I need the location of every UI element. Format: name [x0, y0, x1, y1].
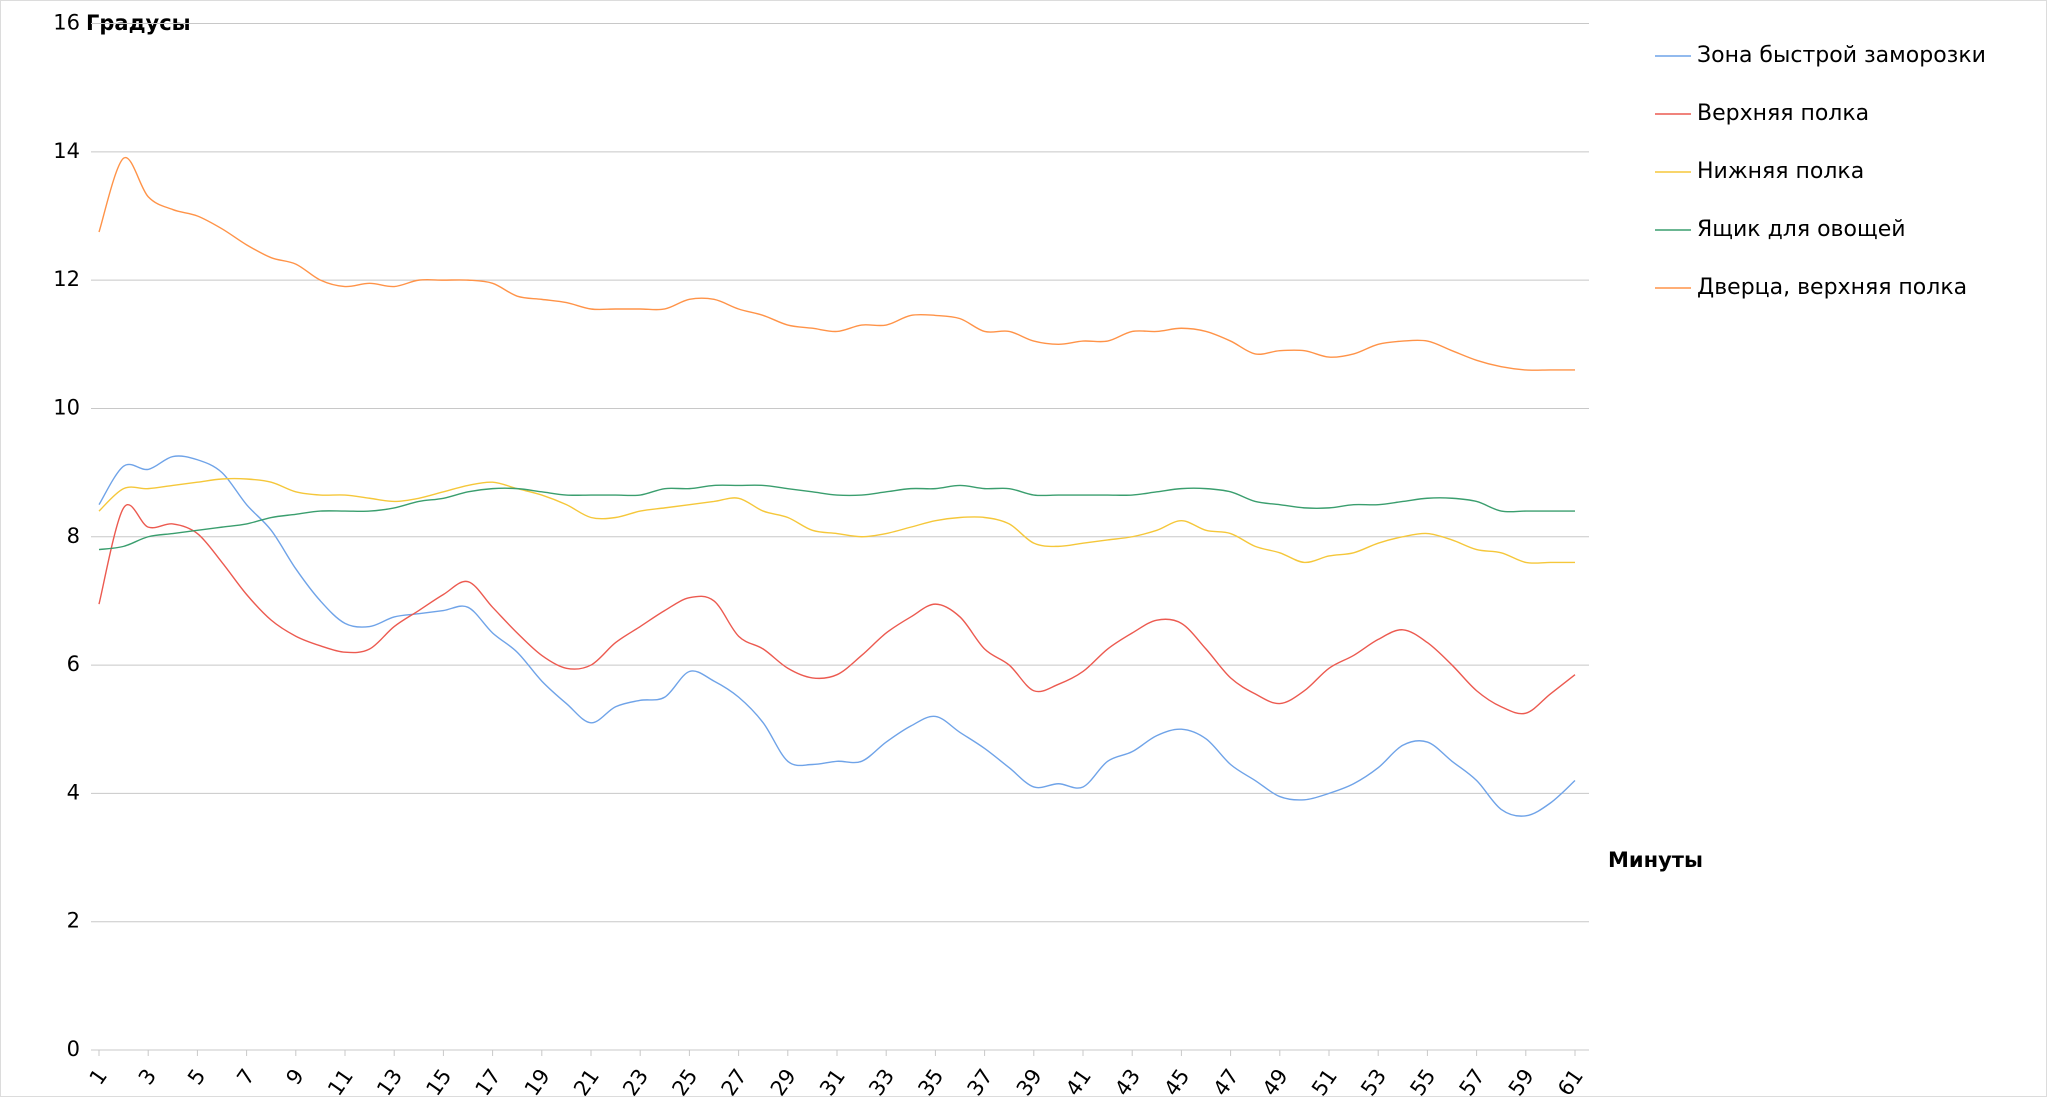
series-line — [98, 484, 1575, 551]
legend-label: Ящик для овощей — [1697, 217, 1906, 242]
y-tick-label: 16 — [53, 11, 80, 35]
y-tick-label: 14 — [53, 139, 80, 163]
y-tick-label: 8 — [67, 524, 80, 548]
series-line — [98, 455, 1576, 817]
x-axis-label: Минуты — [1608, 848, 1703, 872]
legend-label: Дверца, верхняя полка — [1697, 275, 1967, 300]
series-line — [98, 504, 1576, 715]
legend-label: Зона быстрой заморозки — [1697, 43, 1986, 68]
y-tick-label: 10 — [53, 395, 80, 419]
series-line — [98, 157, 1575, 371]
y-tick-label: 12 — [53, 267, 80, 291]
y-tick-label: 4 — [67, 780, 80, 804]
legend-label: Нижняя полка — [1697, 159, 1864, 184]
series-line — [98, 477, 1575, 564]
y-tick-label: 6 — [67, 652, 80, 676]
y-tick-label: 2 — [67, 909, 80, 933]
y-tick-label: 0 — [67, 1037, 80, 1061]
legend-label: Верхняя полка — [1697, 101, 1869, 126]
